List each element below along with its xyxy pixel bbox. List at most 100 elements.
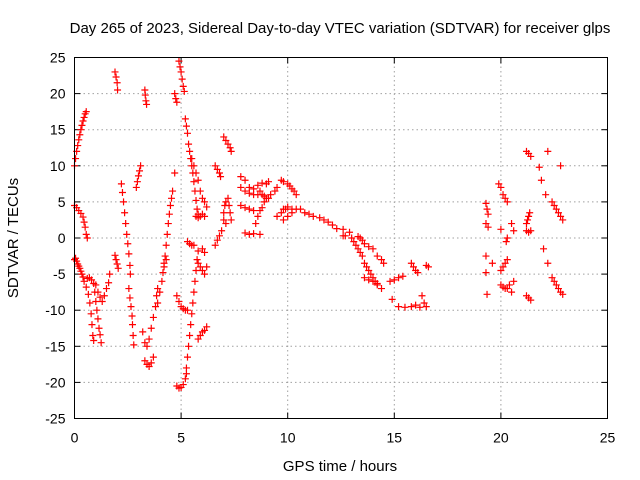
data-point-marker [256,187,264,195]
data-point-marker [339,225,347,233]
data-point-marker [81,223,89,231]
data-point-marker [87,310,95,318]
data-point-marker [258,204,266,212]
data-point-marker [126,261,134,269]
y-tick-label: 20 [50,86,66,102]
data-point-marker [132,183,140,191]
data-point-marker [126,294,134,302]
data-point-marker [92,281,100,289]
data-point-marker [390,276,398,284]
data-point-marker [186,331,194,339]
data-point-marker [82,108,90,116]
data-point-marker [273,212,281,220]
data-point-marker [324,218,332,226]
data-point-marker [147,359,155,367]
data-point-marker [237,202,245,210]
data-point-marker [128,312,136,320]
data-point-marker [222,137,230,145]
data-point-marker [198,245,206,253]
data-point-marker [414,269,422,277]
data-point-marker [175,57,183,65]
data-point-marker [418,292,426,300]
y-tick-label: -25 [45,411,65,427]
data-point-marker [185,342,193,350]
data-point-marker [154,285,162,293]
data-point-marker [352,241,360,249]
data-point-marker [117,180,125,188]
data-point-marker [145,335,153,343]
data-point-marker [508,288,516,296]
data-point-marker [503,234,511,242]
data-point-marker [168,194,176,202]
data-point-marker [175,298,183,306]
data-point-marker [401,303,409,311]
data-point-marker [215,169,223,177]
data-point-marker [194,259,202,267]
data-point-marker [169,187,177,195]
data-point-marker [94,288,102,296]
data-point-marker [78,121,86,129]
data-point-marker [183,306,191,314]
data-point-marker [190,178,198,186]
data-point-marker [125,285,133,293]
data-point-marker [89,331,97,339]
data-point-marker [75,136,83,144]
data-point-marker [544,147,552,155]
data-point-marker [416,303,424,311]
data-point-marker [241,229,249,237]
x-tick-label: 25 [600,430,616,446]
data-point-marker [220,209,228,217]
data-point-marker [227,147,235,155]
x-tick-label: 10 [280,430,296,446]
data-point-marker [76,131,84,139]
data-point-marker [483,205,491,213]
data-point-marker [271,187,279,195]
data-point-marker [127,303,135,311]
data-point-marker [194,247,202,255]
data-point-marker [194,335,202,343]
data-point-marker [141,91,149,99]
y-tick-label: -10 [45,302,65,318]
data-point-marker [505,281,513,289]
data-point-marker [237,183,245,191]
data-point-marker [316,214,324,222]
y-tick-label: 10 [50,158,66,174]
data-point-marker [145,363,153,371]
data-point-marker [125,250,133,258]
data-point-marker [537,176,545,184]
data-point-marker [360,274,368,282]
data-point-marker [181,375,189,383]
data-point-marker [367,270,375,278]
data-point-marker [290,187,298,195]
data-point-marker [356,248,364,256]
data-point-marker [363,263,371,271]
data-point-marker [201,248,209,256]
data-point-marker [77,209,85,217]
data-point-marker [133,178,141,186]
data-point-marker [296,205,304,213]
data-point-marker [503,256,511,264]
data-point-marker [106,270,114,278]
data-point-marker [250,230,258,238]
data-point-marker [97,339,105,347]
data-point-marker [254,181,262,189]
data-point-marker [522,220,530,228]
data-point-marker [100,292,108,300]
data-point-marker [98,298,106,306]
data-point-marker [524,216,532,224]
data-point-marker [484,223,492,231]
data-point-marker [497,225,505,233]
data-point-marker [79,273,87,281]
data-point-marker [482,252,490,260]
data-point-marker [279,216,287,224]
data-point-marker [497,266,505,274]
data-point-marker [346,228,354,236]
data-point-marker [189,299,197,307]
data-point-marker [559,290,567,298]
data-point-marker [176,63,184,71]
data-point-marker [525,212,533,220]
data-point-marker [237,173,245,181]
data-point-marker [222,220,230,228]
data-point-marker [501,194,509,202]
